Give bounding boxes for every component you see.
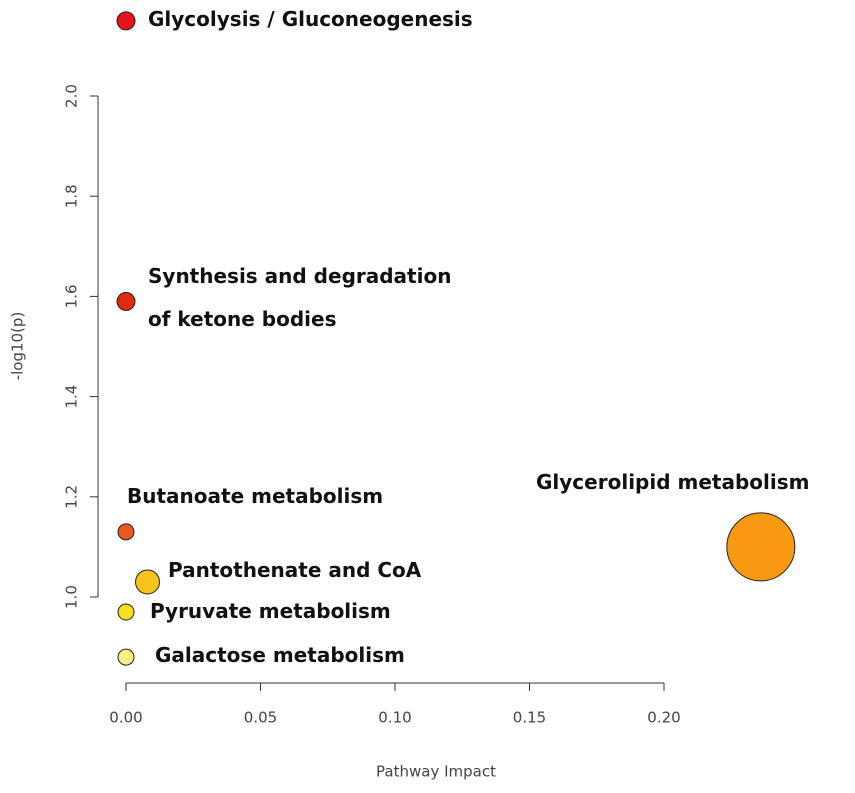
bubble (116, 291, 136, 311)
x-tick-label: 0.00 (109, 709, 142, 727)
x-tick-label: 0.10 (378, 709, 411, 727)
y-tick-label: 1.6 (63, 284, 81, 308)
y-tick-label: 1.2 (63, 485, 81, 509)
x-tick-label: 0.20 (647, 709, 680, 727)
bubble (135, 569, 161, 595)
y-tick-label: 1.8 (63, 184, 81, 208)
x-tick-label: 0.15 (513, 709, 546, 727)
bubble (117, 523, 135, 541)
y-axis-label: -log10(p) (9, 312, 27, 381)
point-label: Pantothenate and CoA (168, 558, 422, 582)
y-tick-label: 2.0 (63, 84, 81, 108)
point-label: Galactose metabolism (155, 643, 405, 667)
bubble (116, 11, 136, 31)
bubble (117, 603, 135, 621)
bubble (726, 512, 796, 582)
point-label: Synthesis and degradation of ketone bodie… (148, 264, 451, 331)
x-axis-label: Pathway Impact (376, 763, 496, 781)
point-label: Pyruvate metabolism (150, 599, 391, 623)
bubble (117, 648, 135, 666)
x-tick-label: 0.05 (244, 709, 277, 727)
point-label: Butanoate metabolism (127, 484, 383, 508)
y-tick-label: 1.0 (63, 585, 81, 609)
y-tick-label: 1.4 (63, 385, 81, 409)
point-label: Glycerolipid metabolism (536, 470, 809, 494)
point-label: Glycolysis / Gluconeogenesis (148, 7, 473, 31)
